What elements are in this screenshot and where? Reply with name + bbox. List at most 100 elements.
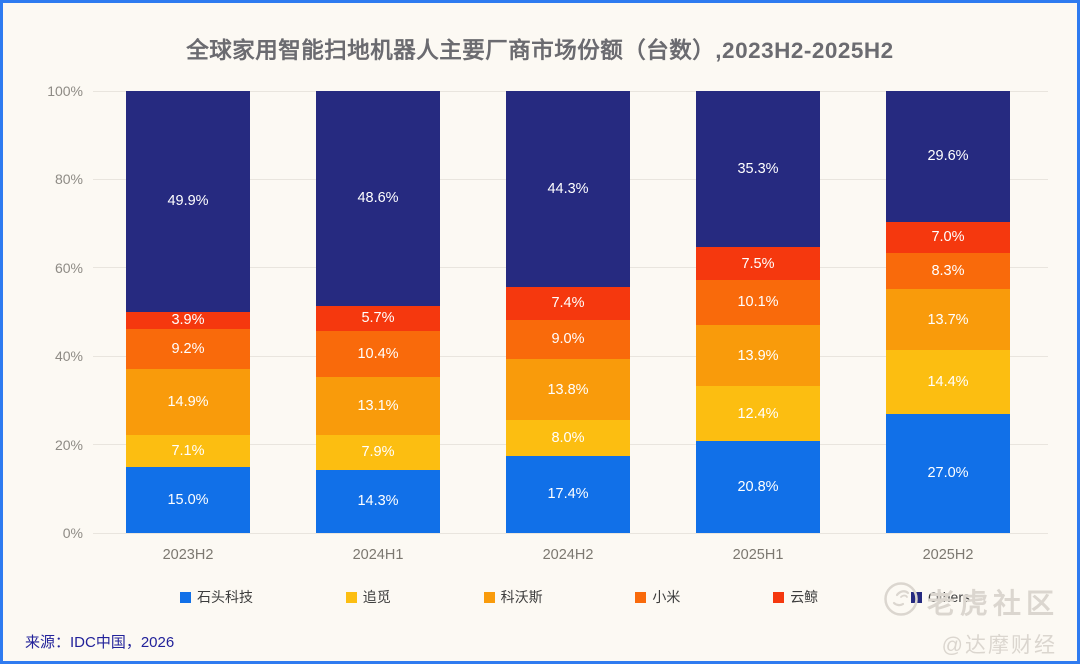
bar-segment-value: 7.0% [931, 229, 965, 246]
bar-segment: 14.9% [126, 369, 250, 436]
watermark-community-label: 老虎社区 [926, 587, 1059, 619]
bar-segment: 13.9% [696, 324, 820, 387]
bar-segment: 13.8% [506, 359, 630, 421]
bar-segment: 7.5% [696, 247, 820, 281]
chart-legend: 石头科技 追觅 科沃斯 小米 云鲸 Others [180, 588, 970, 606]
bar-segment: 49.9% [126, 91, 250, 312]
bar-segment: 9.2% [126, 328, 250, 370]
chart-title: 全球家用智能扫地机器人主要厂商市场份额（台数）,2023H2-2025H2 [186, 38, 894, 63]
bar-segment-value: 49.9% [167, 193, 209, 210]
bar-segment-value: 13.8% [547, 381, 589, 398]
bar-segment-value: 8.3% [931, 263, 965, 280]
bar-segment: 48.6% [316, 91, 440, 306]
bar-segment: 17.4% [506, 455, 630, 533]
legend-swatch [483, 591, 495, 603]
bar-segment: 9.0% [506, 319, 630, 360]
bar-segment-value: 8.0% [551, 429, 585, 446]
bar-segment-value: 13.7% [927, 311, 969, 328]
bar-segment: 20.8% [696, 441, 820, 533]
bar-segment: 29.6% [886, 91, 1010, 222]
x-axis-tick-label: 2024H1 [352, 547, 404, 563]
bar-segment: 44.3% [506, 91, 630, 287]
y-axis-tick-label: 60% [54, 259, 83, 276]
bar-segment-value: 7.5% [741, 255, 775, 272]
bar-segment-value: 14.4% [927, 373, 969, 390]
bar-column: 49.9% 3.9% 9.2% 14.9% 7.1% 15.0% [126, 91, 250, 533]
bar-segment: 13.7% [886, 289, 1010, 350]
bar-segment: 8.3% [886, 252, 1010, 290]
legend-label: 小米 [652, 589, 681, 605]
bar-segment-value: 9.2% [171, 341, 205, 358]
bar-segment: 3.9% [126, 311, 250, 329]
bar-segment: 15.0% [126, 466, 250, 533]
bar-segment: 10.1% [696, 280, 820, 325]
legend-item: 追觅 [345, 587, 391, 607]
bar-segment-value: 9.0% [551, 331, 585, 348]
bar-segment: 7.9% [316, 434, 440, 470]
bar-segment-value: 27.0% [927, 465, 969, 482]
bar-segment-value: 10.4% [357, 345, 399, 362]
bar-segment-value: 14.3% [357, 493, 399, 510]
x-axis-tick-label: 2024H2 [542, 547, 594, 563]
bar-segment-value: 5.7% [361, 310, 395, 327]
legend-swatch [635, 591, 647, 603]
bar-column: 44.3% 7.4% 9.0% 13.8% 8.0% 17.4% [506, 91, 630, 533]
bar-segment-value: 48.6% [357, 190, 399, 207]
x-axis-tick-label: 2025H2 [922, 547, 974, 563]
bar-segment-value: 13.9% [737, 347, 779, 364]
bar-segment-value: 12.4% [737, 405, 779, 422]
legend-swatch [180, 591, 191, 603]
watermark: 老虎社区 [883, 581, 1059, 622]
legend-label: 云鲸 [790, 589, 819, 605]
bar-segment-value: 3.9% [171, 312, 205, 329]
bar-segment: 5.7% [316, 305, 440, 331]
bar-segment: 7.0% [886, 221, 1010, 253]
y-axis-tick-label: 20% [54, 436, 83, 453]
bar-segment: 7.1% [126, 435, 250, 467]
bar-segment-value: 20.8% [737, 478, 779, 495]
bar-segment: 14.3% [316, 469, 440, 533]
legend-item: 石头科技 [180, 587, 253, 607]
bar-segment: 10.4% [316, 330, 440, 377]
bar-segment-value: 17.4% [547, 486, 589, 503]
bar-segment: 13.1% [316, 376, 440, 435]
bar-segment: 8.0% [506, 420, 630, 456]
gridline [93, 532, 1048, 534]
legend-swatch [345, 591, 357, 603]
bar-segment: 35.3% [696, 91, 820, 248]
y-axis-tick-label: 40% [54, 348, 83, 365]
bar-segment: 27.0% [886, 413, 1010, 533]
legend-label: 科沃斯 [500, 589, 543, 605]
bar-segment-value: 10.1% [737, 294, 779, 311]
bar-segment-value: 44.3% [547, 180, 589, 197]
y-axis-tick-label: 100% [47, 83, 83, 99]
x-axis-tick-label: 2023H2 [162, 547, 214, 563]
bar-segment-value: 7.1% [171, 442, 205, 459]
bar-column: 48.6% 5.7% 10.4% 13.1% 7.9% 14.3% [316, 91, 440, 533]
bar-segment-value: 7.9% [361, 444, 395, 461]
legend-item: 科沃斯 [483, 587, 543, 607]
bar-segment-value: 7.4% [551, 295, 585, 312]
legend-item: 云鲸 [773, 587, 818, 607]
legend-swatch [773, 591, 785, 603]
tiger-logo-icon [883, 581, 919, 622]
legend-label: 石头科技 [197, 589, 253, 605]
watermark-handle: @达摩财经 [941, 634, 1057, 657]
bar-segment-value: 15.0% [167, 491, 209, 508]
bar-segment-value: 13.1% [357, 397, 399, 414]
bar-segment: 12.4% [696, 386, 820, 442]
source-note: 来源：IDC中国，2026 [25, 634, 175, 651]
bar-segment-value: 14.9% [167, 394, 209, 411]
legend-item: 小米 [635, 587, 680, 607]
x-axis-tick-label: 2025H1 [732, 547, 784, 563]
y-axis-tick-label: 0% [62, 525, 83, 541]
legend-label: Others [927, 589, 970, 605]
bar-segment-value: 29.6% [927, 148, 969, 165]
bar-segment: 7.4% [506, 286, 630, 320]
bar-segment-value: 35.3% [737, 161, 779, 177]
y-axis-tick-label: 80% [54, 171, 83, 188]
bar-segment: 14.4% [886, 349, 1010, 414]
bar-column: 35.3% 7.5% 10.1% 13.9% 12.4% 20.8% [696, 91, 820, 533]
bar-column: 29.6% 7.0% 8.3% 13.7% 14.4% 27.0% [886, 91, 1010, 533]
